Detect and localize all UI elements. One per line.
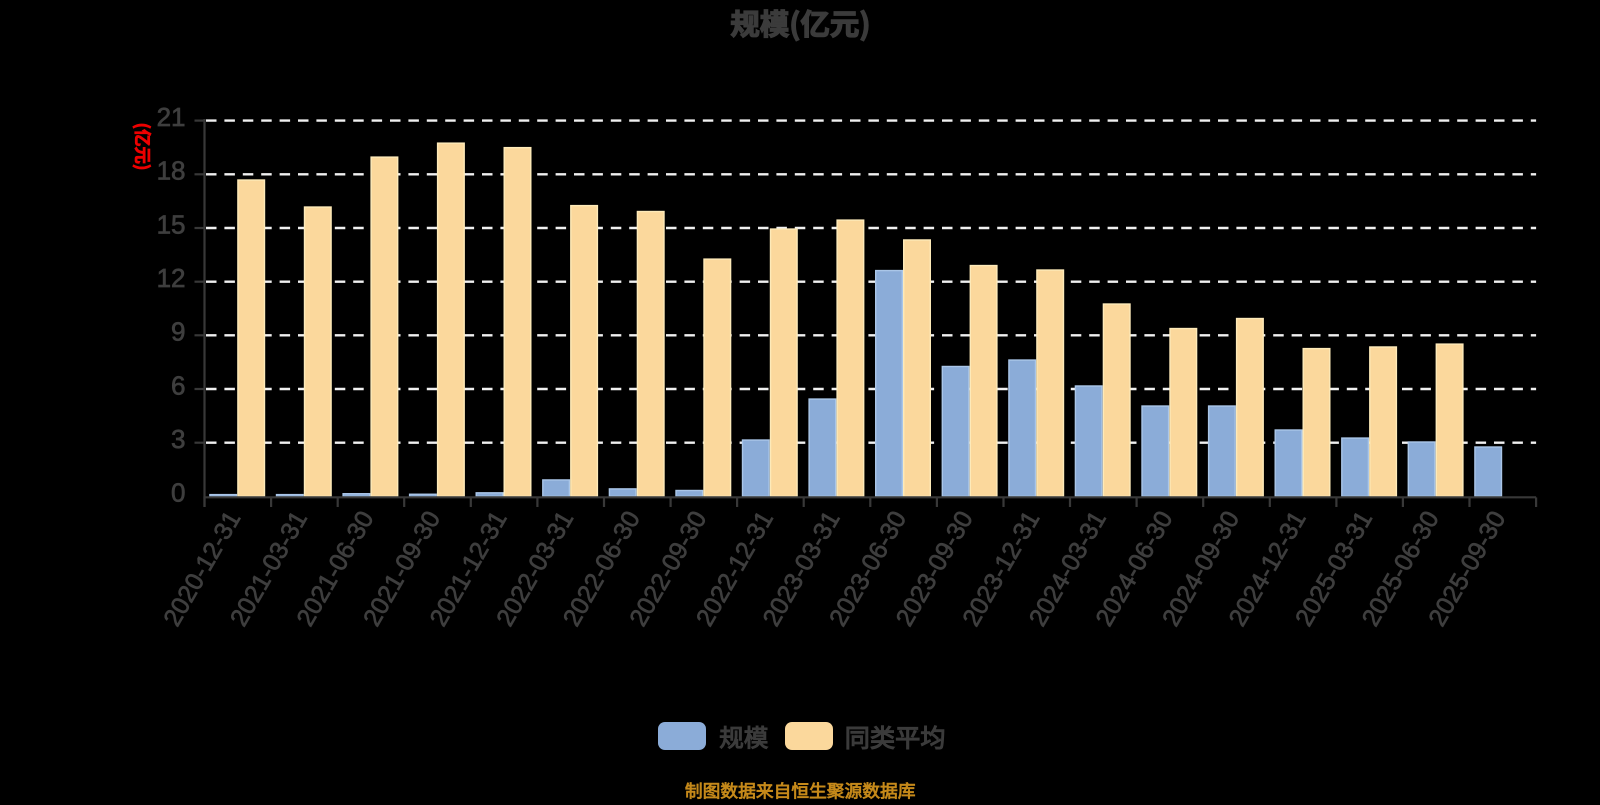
svg-text:18: 18 <box>157 156 186 186</box>
svg-text:21: 21 <box>157 102 186 132</box>
svg-text:6: 6 <box>171 370 185 400</box>
svg-text:9: 9 <box>171 317 185 347</box>
svg-text:12: 12 <box>157 263 186 293</box>
svg-text:15: 15 <box>157 209 186 239</box>
svg-text:0: 0 <box>171 478 185 508</box>
svg-text:3: 3 <box>171 424 185 454</box>
